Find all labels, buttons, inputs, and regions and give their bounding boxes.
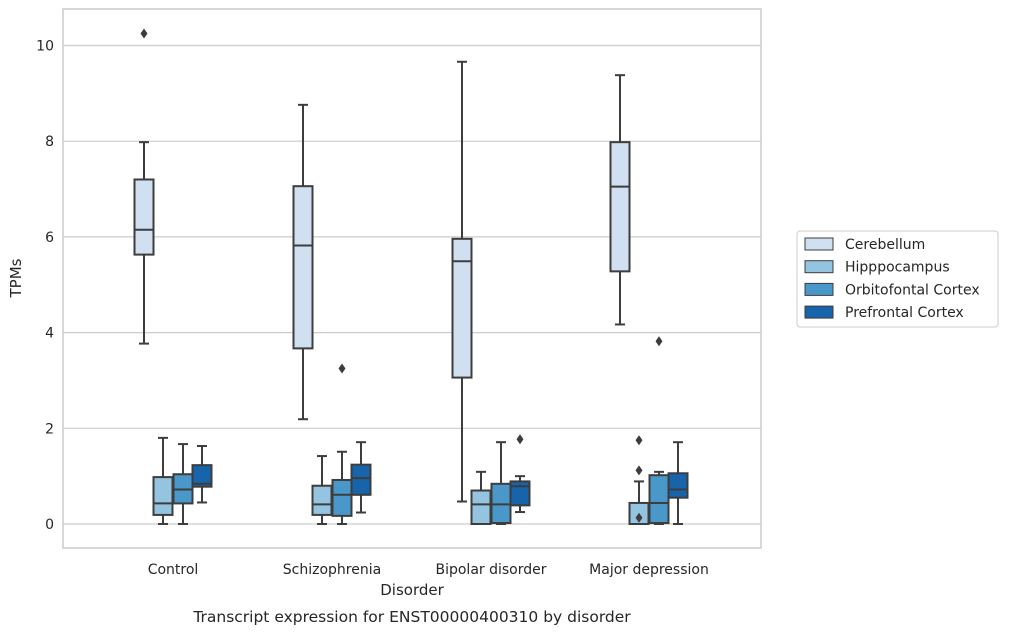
legend-swatch — [804, 237, 834, 251]
box-rect — [350, 463, 372, 496]
outlier-point — [635, 512, 643, 523]
outlier-point — [635, 435, 643, 446]
box-group — [628, 435, 650, 526]
y-tick-label: 8 — [45, 134, 54, 150]
y-tick-labels: 0 2 4 6 8 10 — [36, 39, 54, 534]
boxes-layer — [133, 28, 689, 526]
box-group — [133, 28, 155, 345]
box-group — [648, 336, 670, 525]
box-group — [609, 74, 631, 326]
x-tick-labels: Control Schizophrenia Bipolar disorder Majo… — [148, 562, 709, 578]
outlier-point — [655, 336, 663, 347]
box-group — [331, 363, 353, 525]
legend-swatch — [804, 260, 834, 274]
legend-label: Cerebellum — [845, 237, 925, 253]
box-rect — [331, 478, 353, 517]
box-group — [152, 436, 174, 525]
box-group — [292, 103, 314, 421]
y-tick-label: 4 — [45, 326, 54, 342]
legend-swatch — [804, 282, 834, 296]
box-rect — [292, 185, 314, 350]
y-tick-label: 10 — [36, 39, 54, 55]
box-rect — [609, 141, 631, 273]
box-group — [490, 441, 512, 525]
y-tick-label: 6 — [45, 230, 54, 246]
y-tick-label: 2 — [45, 421, 54, 437]
box-rect — [470, 489, 492, 526]
box-rect — [191, 464, 213, 488]
y-axis-label: TPMs — [7, 258, 25, 298]
box-group — [470, 470, 492, 526]
box-rect — [311, 484, 333, 516]
box-rect — [667, 472, 689, 499]
legend-frame — [796, 230, 999, 328]
box-group — [311, 455, 333, 525]
box-group — [509, 434, 531, 514]
box-group — [667, 441, 689, 525]
legend-swatch — [804, 305, 834, 319]
box-rect — [509, 480, 531, 507]
box-rect — [152, 476, 174, 516]
outlier-point — [516, 434, 524, 445]
plot-frame — [62, 8, 762, 549]
box-group — [350, 441, 372, 514]
x-tick-label: Major depression — [589, 562, 709, 578]
box-group — [191, 445, 213, 504]
outlier-point — [635, 465, 643, 476]
x-axis-label: Disorder — [380, 581, 444, 599]
box-group — [172, 443, 194, 525]
box-rect — [451, 237, 473, 379]
grid-lines — [63, 44, 761, 525]
legend: Cerebellum Hipppocampus Orbitofontal Corte… — [796, 230, 999, 328]
figure-caption: Transcript expression for ENST0000040031… — [192, 608, 631, 626]
x-tick-label: Bipolar disorder — [435, 562, 546, 578]
legend-label: Hipppocampus — [845, 260, 950, 276]
outlier-point — [338, 363, 346, 374]
y-tick-label: 0 — [45, 517, 54, 533]
legend-label: Orbitofontal Cortex — [845, 282, 980, 298]
box-rect — [648, 474, 670, 525]
box-group — [451, 60, 473, 503]
box-rect — [133, 178, 155, 256]
x-tick-label: Control — [148, 562, 199, 578]
x-tick-label: Schizophrenia — [283, 562, 381, 578]
legend-label: Prefrontal Cortex — [845, 305, 964, 321]
outlier-point — [140, 28, 148, 39]
